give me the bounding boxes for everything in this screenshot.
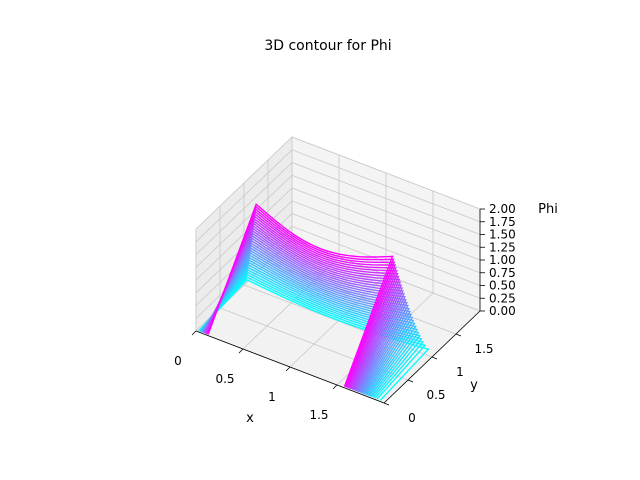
z-tick-label: 2.00: [489, 202, 516, 216]
x-tick-mark: [332, 384, 338, 390]
z-grid-line: [195, 174, 481, 268]
z-grid-line: [195, 149, 481, 243]
z-tick-label: 1.25: [489, 240, 516, 254]
z-axis-label: Phi: [538, 202, 558, 217]
x-tick-mark: [285, 366, 291, 372]
y-tick-label: 1.5: [474, 342, 493, 356]
z-grid-line: [195, 200, 481, 294]
z-tick-label: 0.25: [489, 291, 516, 305]
z-grid-line: [195, 213, 481, 306]
y-tick-label: 0.5: [426, 388, 445, 402]
z-tick-label: 1.50: [489, 228, 516, 242]
z-grid-line: [195, 187, 481, 281]
z-tick-label: 0.00: [489, 304, 516, 318]
z-grid-line: [195, 136, 481, 230]
y-tick-label: 1: [456, 365, 464, 379]
x-tick-label: 1: [268, 390, 276, 404]
tick-labels: 00.511.5 00.511.50.000.250.500.751.001.25…: [174, 202, 516, 425]
x-tick-mark: [191, 330, 197, 336]
y-tick-mark: [383, 402, 390, 406]
z-tick-label: 1.00: [489, 253, 516, 267]
y-tick-mark: [431, 356, 438, 360]
contour-lines: [198, 203, 430, 401]
z-tick-label: 0.75: [489, 266, 516, 280]
x-tick-mark: [238, 348, 244, 354]
y-tick-label: 0: [408, 411, 416, 425]
x-tick-label: 0: [174, 354, 182, 368]
x-axis-label: x: [246, 411, 254, 426]
z-grid-line: [195, 162, 481, 255]
z-tick-label: 0.50: [489, 279, 516, 293]
y-axis-label: y: [470, 378, 478, 393]
x-tick-label: 1.5: [309, 408, 328, 422]
x-tick-label: 0.5: [215, 372, 234, 386]
z-tick-label: 1.75: [489, 215, 516, 229]
contour-line: [207, 203, 394, 387]
y-tick-mark: [455, 333, 462, 337]
chart-title: 3D contour for Phi: [264, 38, 391, 54]
y-tick-mark: [407, 379, 414, 383]
